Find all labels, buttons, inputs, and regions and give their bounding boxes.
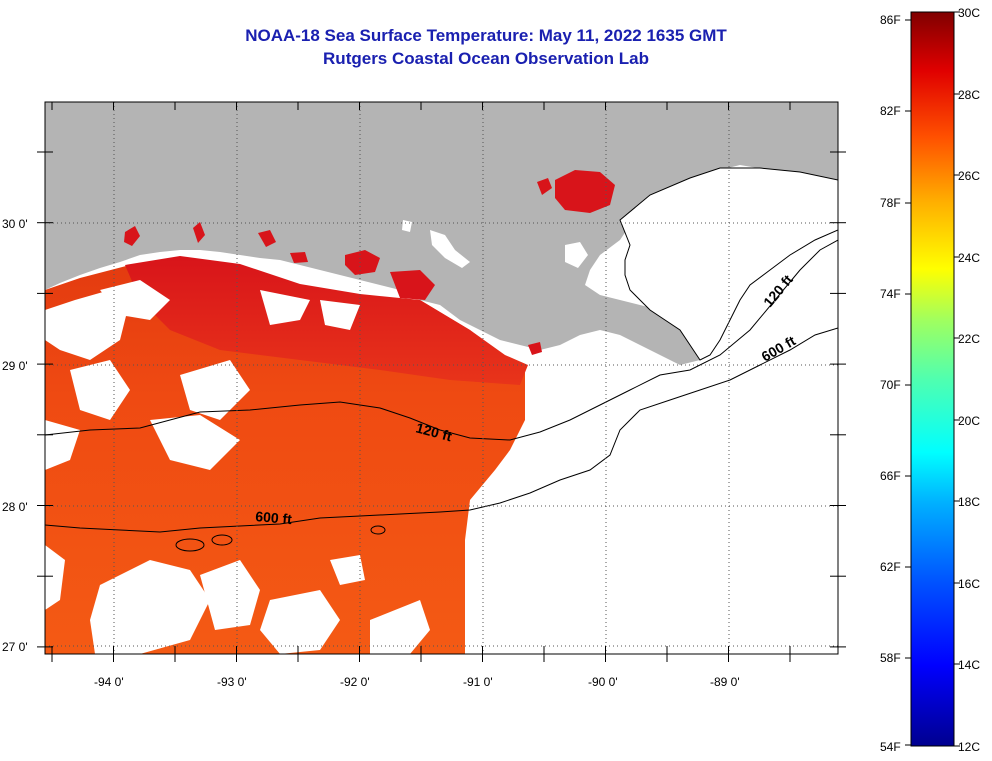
- c-label: 18C: [958, 495, 980, 509]
- f-label: 66F: [880, 469, 901, 483]
- lat-label: 28 0': [2, 500, 28, 514]
- colorbar-ticks: [905, 11, 960, 747]
- lon-label: -93 0': [217, 675, 247, 689]
- inland-clouds: [402, 220, 588, 268]
- f-label: 58F: [880, 651, 901, 665]
- lon-label: -89 0': [710, 675, 740, 689]
- lon-label: -90 0': [588, 675, 618, 689]
- colorbar-gradient: [910, 11, 955, 747]
- f-label: 62F: [880, 560, 901, 574]
- c-label: 22C: [958, 332, 980, 346]
- lon-label: -92 0': [340, 675, 370, 689]
- lat-label: 30 0': [2, 217, 28, 231]
- f-label: 86F: [880, 13, 901, 27]
- seamount-contours: [175, 525, 386, 552]
- cloud-cover: [45, 280, 430, 654]
- c-label: 30C: [958, 6, 980, 20]
- c-label: 12C: [958, 740, 980, 754]
- lon-label: -94 0': [94, 675, 124, 689]
- map-title: NOAA-18 Sea Surface Temperature: May 11,…: [245, 26, 727, 45]
- f-label: 82F: [880, 104, 901, 118]
- f-label: 54F: [880, 740, 901, 754]
- lon-label: -91 0': [463, 675, 493, 689]
- f-label: 78F: [880, 196, 901, 210]
- contour-120ft-west: [45, 239, 838, 441]
- lat-label: 27 0': [2, 640, 28, 654]
- lat-label: 29 0': [2, 359, 28, 373]
- graticule: [45, 102, 838, 654]
- c-label: 16C: [958, 577, 980, 591]
- c-label: 28C: [958, 88, 980, 102]
- contour-600ft: [45, 327, 838, 533]
- c-label: 20C: [958, 414, 980, 428]
- inland-lakes: [124, 170, 615, 355]
- map-frame: [44, 101, 839, 655]
- map-subtitle: Rutgers Coastal Ocean Observation Lab: [323, 49, 649, 68]
- f-label: 74F: [880, 287, 901, 301]
- c-label: 26C: [958, 169, 980, 183]
- mississippi-delta: [619, 167, 838, 361]
- axis-ticks: [37, 102, 846, 662]
- c-label: 14C: [958, 658, 980, 672]
- c-label: 24C: [958, 251, 980, 265]
- f-label: 70F: [880, 378, 901, 392]
- land-mass: [45, 102, 838, 365]
- contour-label: 600 ft: [255, 508, 293, 527]
